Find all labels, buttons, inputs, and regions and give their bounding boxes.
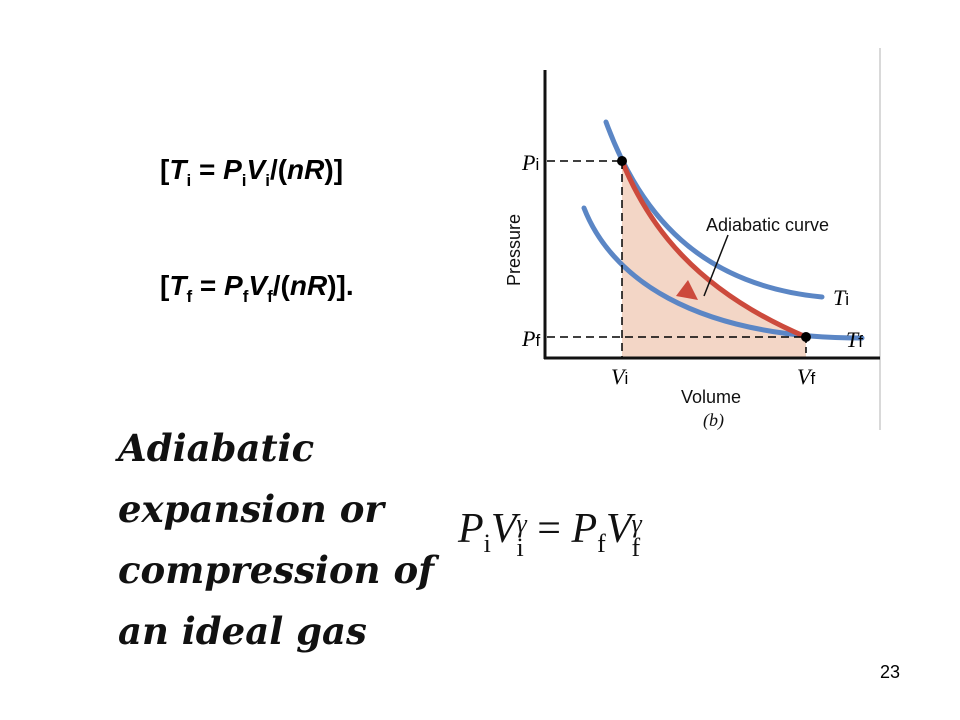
- adiabatic-relation: PiV γ i = PfV γ f: [458, 506, 642, 562]
- pressure-axis-label: Pressure: [504, 214, 524, 286]
- caption-line-2: expansion or: [118, 487, 384, 531]
- ti-label: Ti: [833, 285, 849, 310]
- work-area: [622, 161, 806, 358]
- final-temperature-equation: [Tf = PfVf/(nR)].: [160, 270, 354, 306]
- adiabatic-curve-label: Adiabatic curve: [706, 215, 829, 235]
- caption: Adiabatic expansion or compression of an…: [118, 418, 434, 662]
- page-number: 23: [880, 662, 901, 682]
- caption-line-4: an ideal gas: [118, 609, 367, 653]
- caption-line-1: Adiabatic: [118, 426, 315, 470]
- adiabatic-curve: [619, 158, 809, 340]
- initial-temperature-equation: [Ti = PiVi/(nR)]: [160, 154, 344, 190]
- volume-axis-label: Volume: [681, 387, 741, 407]
- initial-state-point: [617, 156, 627, 166]
- tf-label: Tf: [846, 327, 863, 352]
- vi-label: Vi: [611, 364, 628, 389]
- panel-label: (b): [703, 410, 724, 431]
- vf-label: Vf: [797, 364, 815, 389]
- adiabat-arrowhead: [676, 280, 698, 300]
- callout-leader: [703, 234, 729, 297]
- final-state-point: [801, 332, 811, 342]
- caption-line-3: compression of: [118, 548, 435, 592]
- pi-label: Pi: [521, 150, 539, 175]
- pf-label: Pf: [521, 326, 540, 351]
